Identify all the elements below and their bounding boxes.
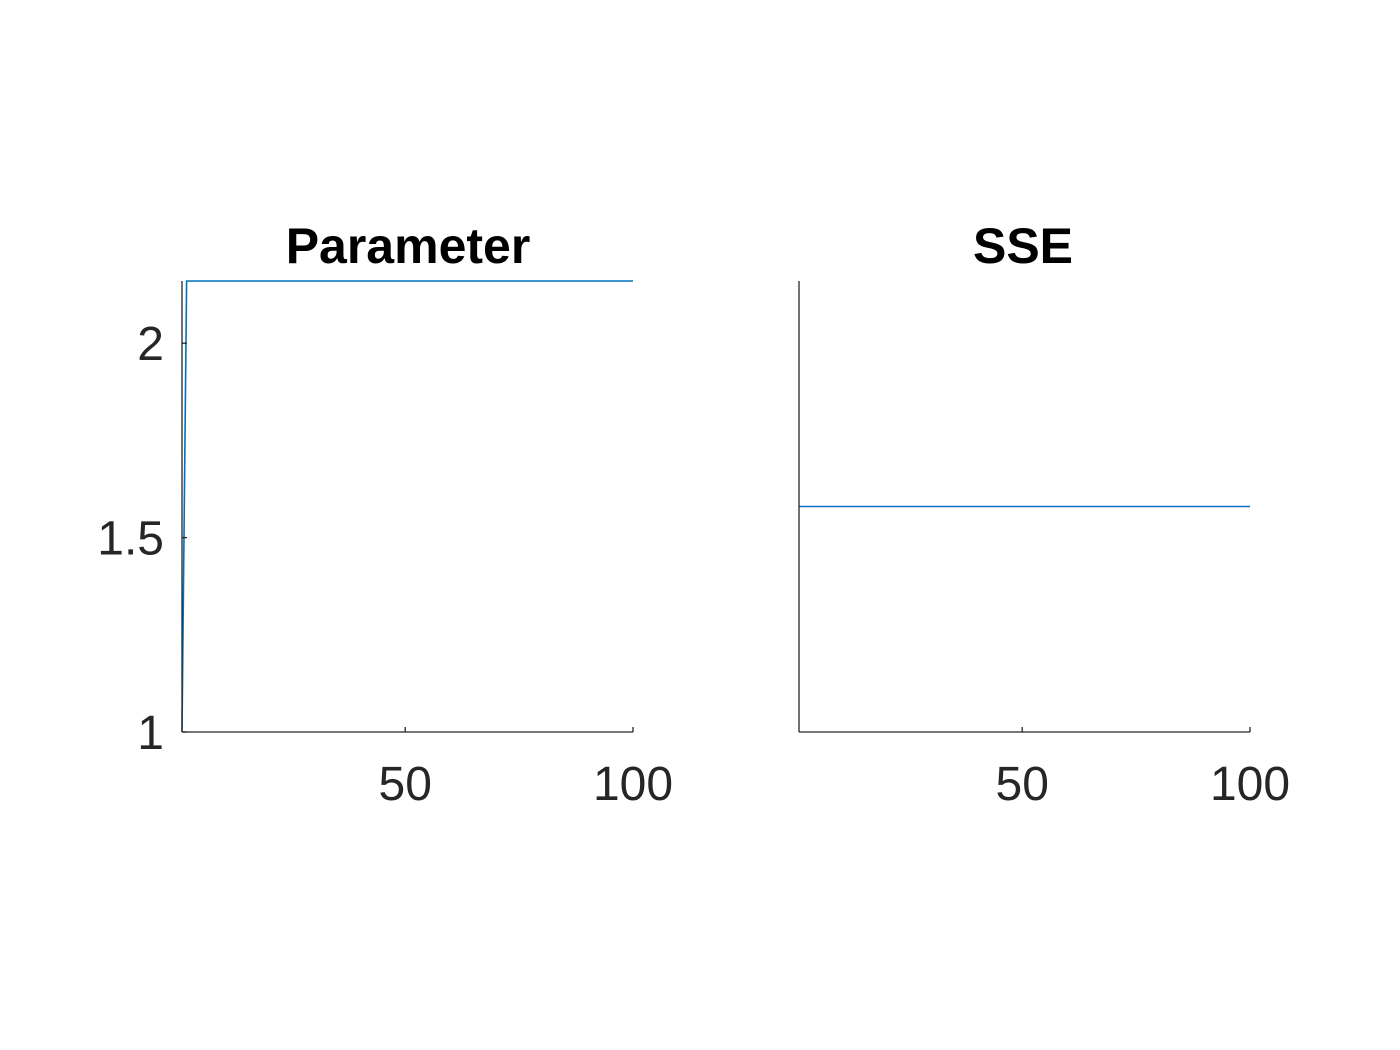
parameter-y-tick-label: 1 bbox=[137, 707, 164, 760]
parameter-title: Parameter bbox=[286, 218, 531, 274]
parameter-y-tick-label: 2 bbox=[137, 318, 164, 371]
sse-x-tick-label: 100 bbox=[1210, 758, 1290, 811]
parameter-series-line-0 bbox=[181, 280, 633, 733]
sse-title: SSE bbox=[973, 218, 1073, 274]
sse-x-tick-label: 50 bbox=[996, 758, 1049, 811]
parameter-y-tick-label: 1.5 bbox=[97, 513, 164, 566]
sse-subplot: SSE 50 100 bbox=[798, 218, 1290, 811]
parameter-subplot: Parameter 50 100 1 1.5 2 bbox=[97, 218, 673, 811]
parameter-x-tick-label: 50 bbox=[379, 758, 432, 811]
parameter-x-tick-label: 100 bbox=[593, 758, 673, 811]
